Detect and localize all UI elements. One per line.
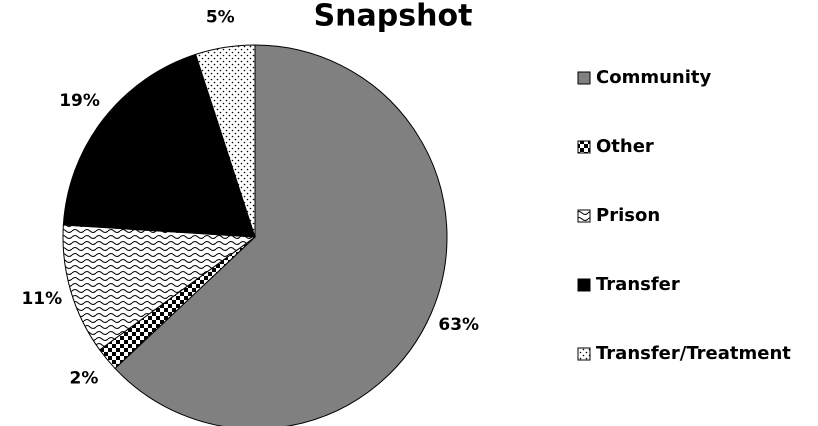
legend-label: Other (596, 136, 654, 157)
legend-swatch (577, 140, 591, 154)
pie-slice (195, 44, 256, 238)
pie-slice (62, 53, 256, 238)
legend-swatch (577, 278, 591, 292)
legend-swatch (577, 209, 591, 223)
data-label: 19% (59, 91, 100, 111)
chart-title: Snapshot (314, 0, 473, 34)
data-label: 11% (21, 289, 62, 309)
legend-label: Prison (596, 205, 660, 226)
data-label: 2% (70, 369, 99, 389)
pie-slice (114, 44, 448, 426)
data-label: 63% (438, 315, 479, 335)
legend-swatch (577, 347, 591, 361)
data-label: 5% (206, 8, 235, 28)
legend-label: Community (596, 67, 711, 88)
pie-slice (62, 224, 257, 351)
legend-swatch (577, 71, 591, 85)
legend-label: Transfer/Treatment (596, 343, 791, 364)
legend-label: Transfer (596, 274, 680, 295)
